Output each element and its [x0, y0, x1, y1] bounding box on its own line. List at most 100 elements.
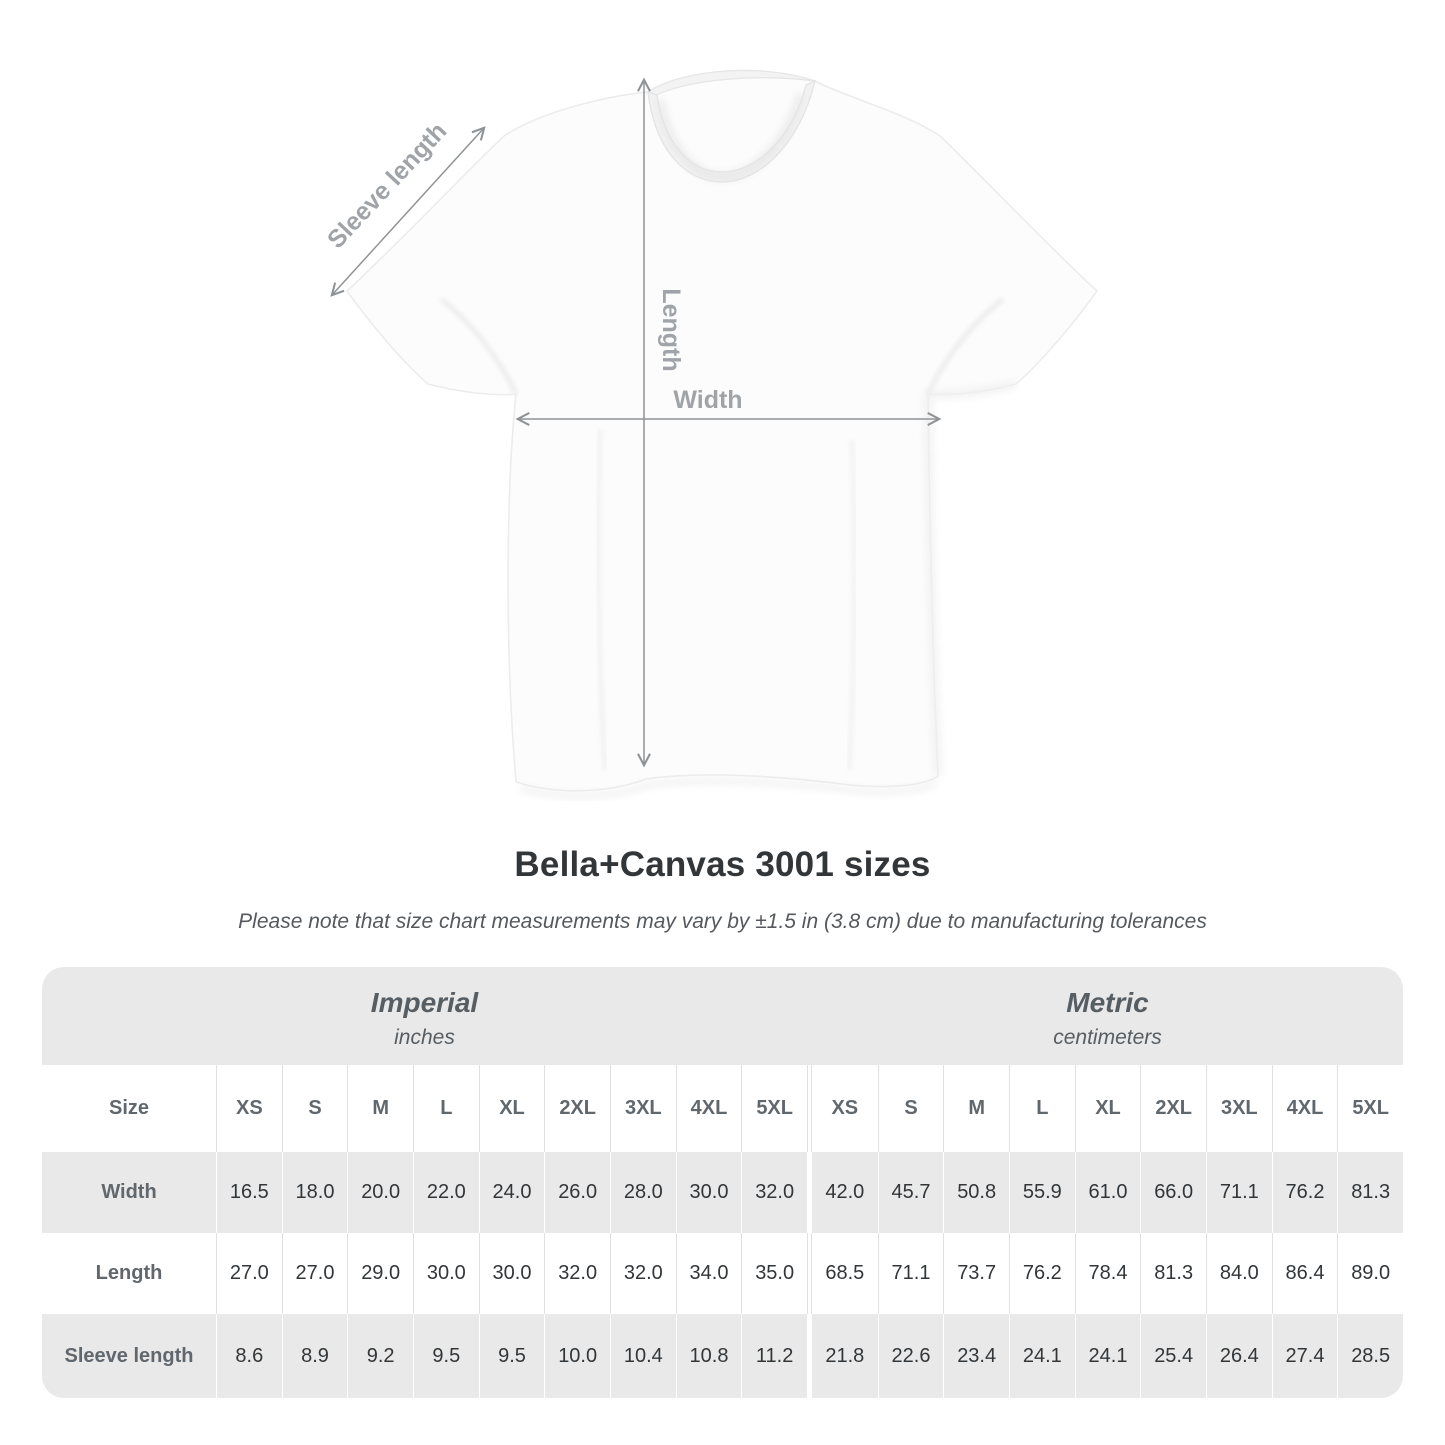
imperial-unit-label: inches [394, 1025, 455, 1049]
tshirt-fold-left [596, 429, 608, 771]
unit-divider [806, 1152, 812, 1233]
size-column-header: 5XL [1337, 1065, 1403, 1152]
value-cell: 26.4 [1205, 1314, 1272, 1398]
metric-header: Metric centimeters [812, 967, 1403, 1067]
value-cell: 27.0 [281, 1233, 348, 1314]
value-cell: 45.7 [877, 1152, 944, 1233]
value-cell: 10.0 [544, 1314, 610, 1398]
size-column-header: 2XL [544, 1065, 610, 1152]
value-cell: 23.4 [943, 1314, 1009, 1398]
value-cell: 66.0 [1140, 1152, 1206, 1233]
size-column-header: 4XL [1271, 1065, 1338, 1152]
tshirt-fold-right [846, 439, 857, 771]
value-cell: 16.5 [216, 1152, 282, 1233]
row-label: Length [95, 1262, 163, 1284]
value-cell: 76.2 [1008, 1233, 1075, 1314]
size-column-header: XS [216, 1065, 282, 1152]
row-label: Width [101, 1181, 157, 1203]
row-label: Size [108, 1097, 150, 1119]
value-cell: 29.0 [347, 1233, 413, 1314]
size-column-header: S [877, 1065, 944, 1152]
value-cell: 55.9 [1008, 1152, 1075, 1233]
size-column-header: L [412, 1065, 479, 1152]
value-cell: 11.2 [741, 1314, 807, 1398]
value-cell: 73.7 [943, 1233, 1009, 1314]
value-cell: 32.0 [741, 1152, 807, 1233]
value-cell: 22.6 [877, 1314, 944, 1398]
value-cell: 68.5 [825, 1262, 865, 1284]
page-title: Bella+Canvas 3001 sizes [514, 845, 931, 884]
value-cell: 81.3 [1140, 1233, 1206, 1314]
value-cell: 18.0 [281, 1152, 348, 1233]
value-cell: 22.0 [412, 1152, 479, 1233]
size-column-header: S [281, 1065, 348, 1152]
unit-divider [806, 1314, 812, 1398]
value-cell: 30.0 [478, 1233, 545, 1314]
value-cell: 10.4 [609, 1314, 676, 1398]
tshirt-shadow-hem [519, 778, 938, 799]
unit-divider [806, 1065, 812, 1152]
value-cell: 8.9 [281, 1314, 348, 1398]
unit-header-row: Imperial inches Metric centimeters [42, 967, 1403, 1065]
value-cell: 24.0 [478, 1152, 545, 1233]
value-cell: 9.5 [412, 1314, 479, 1398]
size-column-header: XS [831, 1097, 859, 1119]
page-subtitle: Please note that size chart measurements… [238, 910, 1207, 933]
value-cell: 84.0 [1205, 1233, 1272, 1314]
length-label: Length [657, 288, 685, 371]
size-column-header: XL [1074, 1065, 1141, 1152]
imperial-label: Imperial [370, 986, 479, 1018]
size-column-header: 3XL [1205, 1065, 1272, 1152]
value-cell: 32.0 [544, 1233, 610, 1314]
value-cell: 10.8 [675, 1314, 742, 1398]
value-cell: 61.0 [1074, 1152, 1141, 1233]
value-cell: 8.6 [216, 1314, 282, 1398]
value-cell: 42.0 [825, 1181, 865, 1203]
value-cell: 34.0 [675, 1233, 742, 1314]
value-cell: 30.0 [412, 1233, 479, 1314]
row-label: Sleeve length [64, 1344, 194, 1367]
value-cell: 28.0 [609, 1152, 676, 1233]
size-column-header: XL [478, 1065, 545, 1152]
value-cell: 32.0 [609, 1233, 676, 1314]
size-column-header: M [943, 1065, 1009, 1152]
size-column-header: 4XL [675, 1065, 742, 1152]
tshirt-shadow-right [923, 380, 1018, 777]
value-cell: 86.4 [1271, 1233, 1338, 1314]
width-row: Width 16.5 18.0 20.0 22.0 24.0 26.0 28.0 30.0 32.… [42, 1152, 1403, 1233]
value-cell: 24.1 [1008, 1314, 1075, 1398]
value-cell: 9.5 [478, 1314, 545, 1398]
value-cell: 50.8 [943, 1152, 1009, 1233]
size-table: Imperial inches Metric centimeters Size X… [42, 967, 1403, 1398]
metric-unit-label: centimeters [1053, 1025, 1162, 1049]
tshirt-body [345, 71, 1099, 792]
value-cell: 71.1 [1205, 1152, 1272, 1233]
value-cell: 26.0 [544, 1152, 610, 1233]
value-cell: 89.0 [1337, 1233, 1403, 1314]
value-cell: 30.0 [675, 1152, 742, 1233]
sleeve-length-row: Sleeve length 8.6 8.9 9.2 9.5 9.5 10.0 10.4 10.8… [42, 1314, 1403, 1398]
value-cell: 71.1 [877, 1233, 944, 1314]
tshirt-collar-inner-shadow [656, 92, 805, 182]
size-column-header: 2XL [1140, 1065, 1206, 1152]
metric-label: Metric [1066, 986, 1149, 1018]
value-cell: 76.2 [1271, 1152, 1338, 1233]
value-cell: 9.2 [347, 1314, 413, 1398]
tshirt-measurement-diagram: Sleeve length Length Width [322, 69, 1099, 799]
size-column-header: 3XL [609, 1065, 676, 1152]
value-cell: 25.4 [1140, 1314, 1206, 1398]
value-cell: 24.1 [1074, 1314, 1141, 1398]
size-column-header: M [347, 1065, 413, 1152]
value-cell: 20.0 [347, 1152, 413, 1233]
imperial-header: Imperial inches [42, 967, 807, 1067]
length-row: Length 27.0 27.0 29.0 30.0 30.0 32.0 32.0 34.0 35… [42, 1233, 1403, 1314]
value-cell: 78.4 [1074, 1233, 1141, 1314]
tshirt-sleeve-seam-left [439, 297, 519, 396]
width-label: Width [673, 386, 742, 414]
value-cell: 81.3 [1337, 1152, 1403, 1233]
size-column-header: 5XL [741, 1065, 807, 1152]
value-cell: 28.5 [1337, 1314, 1403, 1398]
sleeve-length-arrow [332, 128, 484, 295]
value-cell: 27.0 [216, 1233, 282, 1314]
